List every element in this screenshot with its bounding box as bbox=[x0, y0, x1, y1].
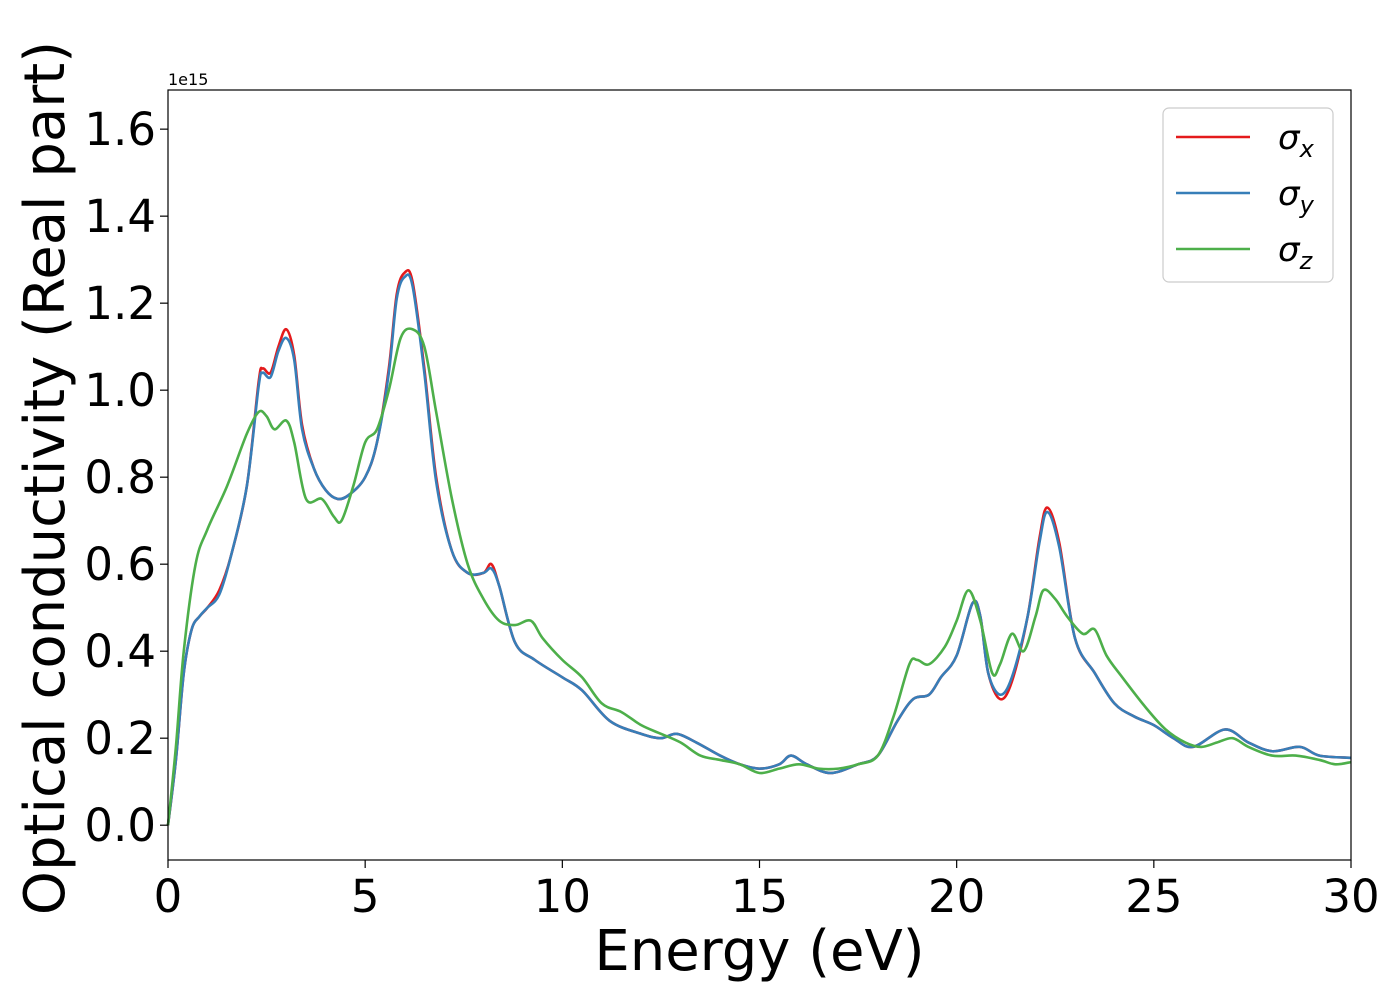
y-tick-label: 1.0 bbox=[84, 364, 156, 417]
y-tick-label: 0.2 bbox=[84, 712, 156, 765]
y-offset-label: 1e15 bbox=[168, 70, 208, 89]
y-axis-title: Optical conductivity (Real part) bbox=[13, 41, 78, 915]
legend-label-sigma-x: σx bbox=[1278, 118, 1315, 163]
x-tick-label: 20 bbox=[928, 870, 985, 923]
x-tick-label: 15 bbox=[731, 870, 788, 923]
x-tick-label: 30 bbox=[1322, 870, 1379, 923]
y-tick-label: 0.8 bbox=[84, 451, 156, 504]
legend-label-sigma-y: σy bbox=[1278, 174, 1315, 219]
y-tick-label: 1.6 bbox=[84, 103, 156, 156]
series-line-sigma-x bbox=[166, 268, 1352, 826]
series-line-sigma-z bbox=[166, 327, 1352, 826]
y-tick-label: 0.6 bbox=[84, 538, 156, 591]
y-tick-label: 1.2 bbox=[84, 277, 156, 330]
series-layer bbox=[166, 268, 1352, 826]
x-tick-label: 10 bbox=[534, 870, 591, 923]
x-tick-label: 5 bbox=[351, 870, 380, 923]
x-axis-title: Energy (eV) bbox=[594, 919, 924, 984]
y-tick-label: 0.4 bbox=[84, 625, 156, 678]
x-tick-label: 25 bbox=[1125, 870, 1182, 923]
y-tick-label: 1.4 bbox=[84, 190, 156, 243]
series-line-sigma-y bbox=[166, 273, 1352, 826]
x-axis-ticks: 0 5 10 15 20 25 30 bbox=[154, 860, 1380, 923]
y-axis-ticks: 0.0 0.2 0.4 0.6 0.8 1.0 1.2 1.4 1.6 bbox=[84, 103, 168, 852]
legend: σx σy σz bbox=[1162, 107, 1334, 283]
legend-frame bbox=[1162, 107, 1334, 283]
y-tick-label: 0.0 bbox=[84, 799, 156, 852]
x-tick-label: 0 bbox=[154, 870, 183, 923]
legend-label-sigma-z: σz bbox=[1278, 230, 1314, 275]
